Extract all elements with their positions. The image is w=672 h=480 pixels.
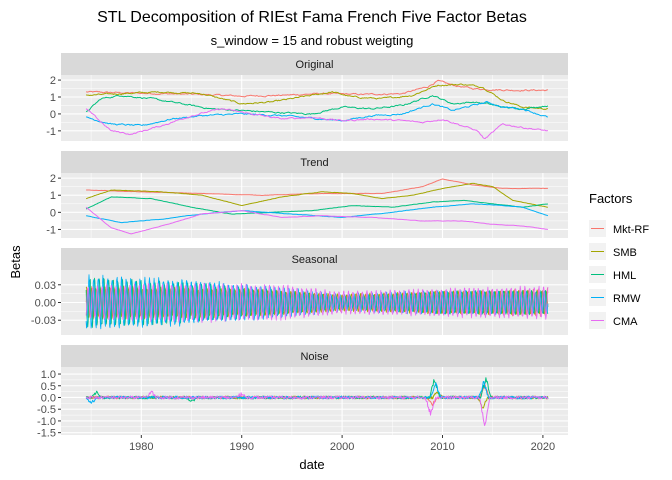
y-tick-label: 0.03	[35, 280, 56, 292]
y-tick-label: -1.0	[37, 416, 56, 428]
x-tick-label: 1990	[229, 441, 253, 453]
chart-subtitle: s_window = 15 and robust weigting	[211, 33, 414, 48]
y-tick-label: 1	[50, 190, 56, 202]
y-tick-label: 0	[50, 207, 56, 219]
facet-strip-label: Seasonal	[292, 254, 338, 266]
y-tick-label: -1	[46, 126, 56, 138]
series-line-rmw	[85, 274, 549, 330]
x-tick-label: 2020	[531, 441, 555, 453]
series-line-hml	[85, 95, 549, 116]
panel-background	[61, 367, 568, 435]
legend-entry: HML	[589, 266, 636, 283]
legend: Factors Mkt-RF SMB HML RMW CMA	[589, 191, 649, 329]
x-tick-label: 2000	[330, 441, 354, 453]
series-line-cma	[85, 206, 549, 235]
y-tick-label: 1	[50, 92, 56, 104]
legend-label: HML	[613, 270, 636, 282]
facet-panels: Original 2 1 0 -1 Trend 2 1 0 -1 Seasonal 0.03 0.00 -…	[31, 53, 568, 440]
panel-series	[85, 377, 549, 426]
x-tick-label: 2010	[430, 441, 454, 453]
panel-original: Original 2 1 0 -1	[46, 53, 568, 141]
legend-entry: RMW	[589, 289, 641, 306]
series-line-smb	[86, 83, 548, 110]
legend-title: Factors	[589, 191, 633, 206]
y-tick-label: 0.00	[35, 298, 56, 310]
facet-strip-label: Noise	[300, 351, 328, 363]
y-tick-label: 0.0	[41, 392, 56, 404]
legend-label: RMW	[613, 293, 641, 305]
facet-strip	[61, 53, 568, 75]
series-line-mkt-rf	[85, 79, 549, 98]
panel-series	[85, 178, 549, 235]
legend-label: SMB	[613, 247, 637, 259]
x-tick-label: 1980	[129, 441, 153, 453]
legend-entry: Mkt-RF	[589, 220, 649, 237]
panel-background	[61, 173, 568, 238]
series-line-hml	[85, 196, 548, 215]
y-tick-label: -1.5	[37, 428, 56, 440]
legend-entry: CMA	[589, 312, 638, 329]
series-line-cma	[85, 390, 549, 426]
facet-strip-label: Trend	[300, 157, 328, 169]
y-tick-label: -0.5	[37, 404, 56, 416]
series-line-cma	[85, 108, 548, 139]
x-axis-title: date	[299, 457, 324, 472]
panel-series	[85, 274, 549, 330]
legend-label: Mkt-RF	[613, 224, 649, 236]
series-line-cma	[85, 282, 549, 323]
x-axis: 1980 1990 2000 2010 2020	[129, 435, 555, 453]
series-line-smb	[85, 182, 548, 208]
facet-strip-label: Original	[296, 59, 334, 71]
facet-strip	[61, 248, 568, 270]
panel-noise: Noise 1.00.50.0-0.5-1.0-1.5	[37, 345, 568, 440]
y-tick-label: 2	[50, 75, 56, 87]
y-tick-label: -1	[46, 224, 56, 236]
legend-entry: SMB	[589, 243, 637, 260]
y-tick-label: 1.0	[41, 369, 56, 381]
facet-strip	[61, 345, 568, 367]
y-tick-label: 2	[50, 173, 56, 185]
legend-entries: Mkt-RF SMB HML RMW CMA	[589, 220, 649, 329]
facet-strip	[61, 151, 568, 173]
series-line-rmw	[86, 101, 548, 126]
panel-seasonal: Seasonal 0.03 0.00 -0.03	[31, 248, 568, 335]
y-tick-label: 0	[50, 109, 56, 121]
y-tick-label: -0.03	[31, 315, 56, 327]
panel-series	[85, 79, 549, 139]
legend-label: CMA	[613, 316, 638, 328]
y-tick-label: 0.5	[41, 381, 56, 393]
y-axis-title: Betas	[8, 245, 23, 279]
panel-trend: Trend 2 1 0 -1	[46, 151, 568, 238]
chart-title: STL Decomposition of RIEst Fama French F…	[97, 9, 527, 26]
